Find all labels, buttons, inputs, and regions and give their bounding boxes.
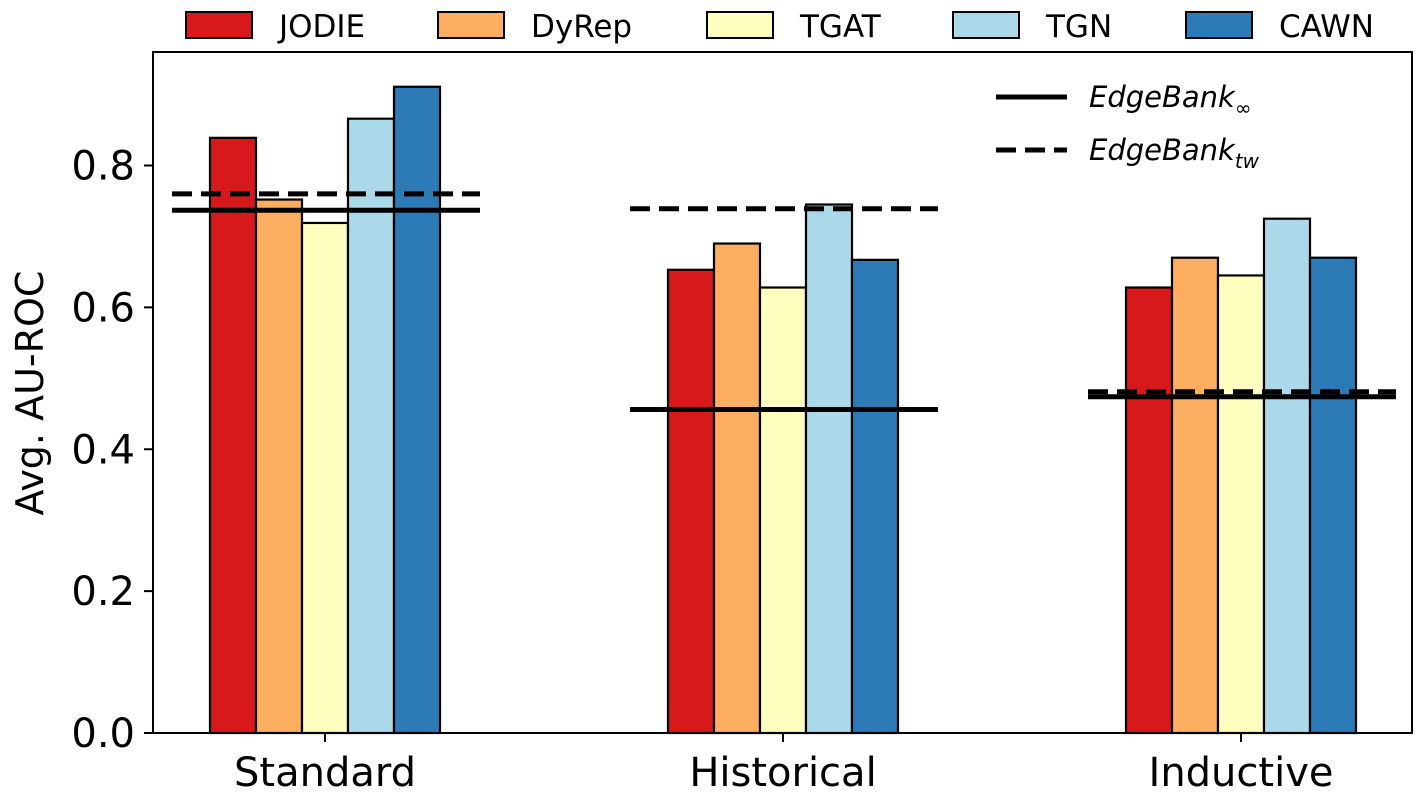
bar-tgn-inductive bbox=[1262, 217, 1312, 735]
legend-swatch-tgn bbox=[952, 11, 1020, 39]
bar-jodie-historical bbox=[666, 268, 716, 735]
legend-label-cawn: CAWN bbox=[1279, 9, 1374, 45]
y-axis-title: Avg. AU-ROC bbox=[8, 271, 52, 516]
bar-tgat-standard bbox=[300, 221, 350, 735]
reference-legend: EdgeBank∞ EdgeBanktw bbox=[996, 80, 1260, 173]
legend-label-tgat: TGAT bbox=[799, 9, 882, 45]
legend-label-dyrep: DyRep bbox=[531, 9, 632, 45]
bar-dyrep-inductive bbox=[1170, 256, 1220, 735]
y-tick-label: 0.2 bbox=[71, 569, 135, 615]
y-tick-label: 0.4 bbox=[71, 427, 135, 473]
legend-swatch-jodie bbox=[185, 11, 253, 39]
legend-swatch-dyrep bbox=[437, 11, 505, 39]
legend-label-jodie: JODIE bbox=[277, 9, 365, 45]
bar-dyrep-historical bbox=[712, 242, 762, 735]
bar-cawn-historical bbox=[850, 258, 900, 735]
legend-swatch-cawn bbox=[1185, 11, 1253, 39]
x-tick-label: Historical bbox=[689, 750, 876, 796]
bar-tgn-historical bbox=[804, 203, 854, 735]
bars-layer bbox=[208, 85, 1358, 735]
x-axis: Standard Historical Inductive bbox=[234, 733, 1333, 796]
y-tick-label: 0.6 bbox=[71, 285, 135, 331]
bar-cawn-inductive bbox=[1308, 256, 1358, 735]
reference-legend-label-inf: EdgeBank∞ bbox=[1089, 80, 1252, 120]
bar-cawn-standard bbox=[392, 85, 442, 735]
legend-label-tgn: TGN bbox=[1045, 9, 1112, 45]
bar-tgat-inductive bbox=[1216, 274, 1266, 735]
y-axis: 0.0 0.2 0.4 0.6 0.8 bbox=[71, 144, 153, 757]
bar-jodie-standard bbox=[208, 136, 258, 735]
bar-tgat-historical bbox=[758, 286, 808, 735]
bar-jodie-inductive bbox=[1124, 286, 1174, 735]
reference-lines-layer bbox=[172, 191, 1396, 413]
y-tick-label: 0.8 bbox=[71, 144, 135, 190]
reference-legend-label-tw: EdgeBanktw bbox=[1089, 133, 1260, 173]
x-tick-label: Standard bbox=[234, 750, 416, 796]
bar-dyrep-standard bbox=[254, 198, 304, 735]
x-tick-label: Inductive bbox=[1149, 750, 1334, 796]
legend-swatch-tgat bbox=[706, 11, 774, 39]
series-legend: JODIE DyRep TGAT TGN CAWN bbox=[185, 9, 1374, 45]
y-tick-label: 0.0 bbox=[71, 711, 135, 757]
